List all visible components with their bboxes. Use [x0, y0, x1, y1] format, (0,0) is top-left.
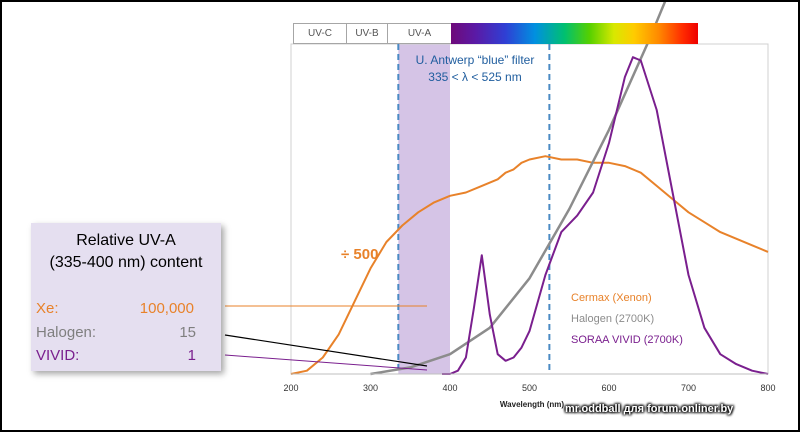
series-label-halogen: Halogen (2700K): [571, 313, 655, 325]
visible-spectrum-bar: [451, 23, 698, 44]
legend-title-line2: (335-400 nm) content: [49, 254, 203, 271]
uv-b-band: UV-B: [346, 23, 388, 44]
x-tick-label: 200: [283, 383, 299, 393]
filter-title: U. Antwerp “blue” filter: [415, 53, 535, 67]
filter-range: 335 < λ < 525 nm: [428, 70, 522, 84]
connector-line-halogen: [224, 334, 428, 367]
x-tick-label: 800: [760, 383, 776, 393]
uv-content-legend: Relative UV-A (335-400 nm) content Xe: 1…: [31, 223, 221, 371]
series-label-vivid: SORAA VIVID (2700K): [571, 334, 683, 346]
legend-row-halogen-name: Halogen:: [36, 324, 97, 341]
legend-row-halogen-value: 15: [179, 324, 196, 341]
legend-row-xe-value: 100,000: [139, 300, 194, 317]
uv-a-band: UV-A: [387, 23, 452, 44]
filter-annotation: U. Antwerp “blue” filter 335 < λ < 525 n…: [390, 52, 560, 86]
legend-row-xe-name: Xe:: [36, 300, 59, 317]
x-tick-label: 300: [362, 383, 379, 393]
series-line-cermax: [290, 155, 769, 375]
series-line-halogen: [370, 2, 667, 376]
x-tick-label: 700: [680, 383, 697, 393]
x-tick-label: 400: [442, 383, 458, 393]
legend-title-line1: Relative UV-A: [76, 232, 176, 249]
plot-frame: [290, 43, 769, 375]
uv-c-band: UV-C: [293, 23, 347, 44]
x-tick-label: 500: [521, 383, 538, 393]
scale-note: ÷ 500: [341, 246, 379, 263]
legend-row-vivid-value: 1: [187, 347, 196, 364]
series-line-vivid: [442, 56, 769, 375]
connector-line-vivid: [224, 354, 428, 371]
x-axis-label: Wavelength (nm): [499, 400, 565, 409]
watermark-text: mr.oddball для forum.onliner.by: [565, 403, 734, 415]
series-label-cermax: Cermax (Xenon): [571, 292, 652, 304]
legend-row-vivid-name: VIVID:: [36, 347, 80, 364]
x-tick-label: 600: [601, 383, 617, 393]
